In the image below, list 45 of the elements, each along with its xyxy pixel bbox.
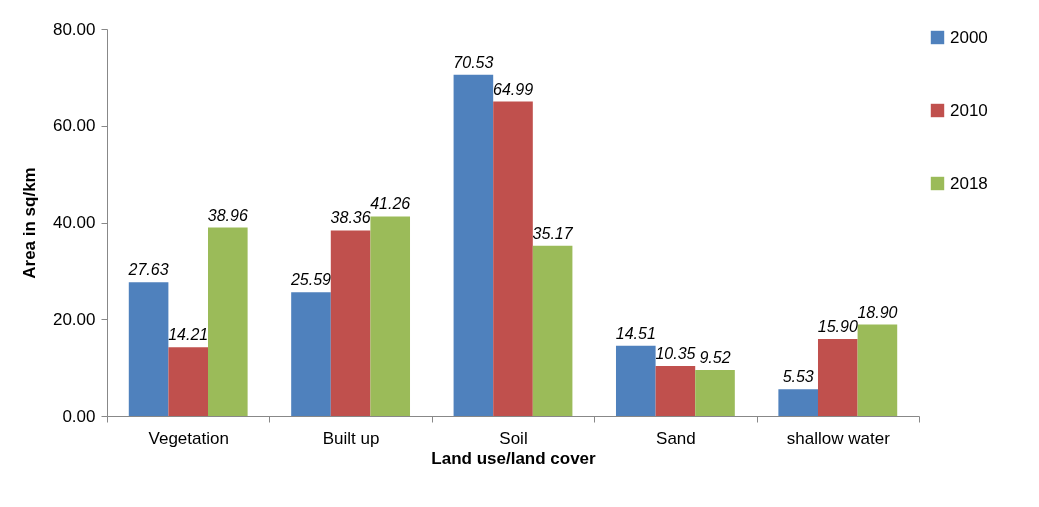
- bar: [857, 324, 898, 416]
- data-label: 70.53: [453, 53, 494, 71]
- data-label: 64.99: [492, 80, 534, 98]
- bar: [330, 230, 371, 416]
- x-tick-label: Vegetation: [148, 428, 229, 448]
- bar: [778, 389, 818, 416]
- bar: [168, 347, 208, 416]
- data-label: 25.59: [289, 271, 332, 289]
- data-label: 18.90: [857, 303, 898, 321]
- legend-label: 2010: [950, 100, 988, 120]
- data-label: 38.36: [330, 209, 371, 227]
- bar: [818, 339, 858, 416]
- x-tick-label: Built up: [322, 428, 380, 448]
- bar: [128, 282, 169, 416]
- y-tick-label: 20.00: [52, 309, 96, 329]
- data-label: 15.90: [817, 318, 858, 336]
- data-label: 38.96: [207, 206, 248, 224]
- data-label: 41.26: [370, 195, 411, 213]
- data-label: 10.35: [655, 344, 696, 362]
- y-tick-label: 0.00: [62, 406, 96, 426]
- data-label: 9.52: [699, 348, 731, 366]
- y-tick-label: 40.00: [52, 213, 96, 232]
- y-axis-title: Area in sq/km: [19, 167, 39, 279]
- data-label: 14.51: [615, 324, 656, 342]
- bar: [655, 365, 696, 416]
- x-tick-label: Sand: [656, 428, 696, 448]
- bar: [208, 227, 248, 416]
- bar: [370, 216, 411, 416]
- data-label: 35.17: [532, 224, 574, 242]
- bar: [453, 74, 494, 416]
- x-tick-label: Soil: [499, 428, 528, 448]
- bar: [615, 345, 656, 416]
- x-axis-title: Land use/land cover: [431, 448, 597, 468]
- x-tick-label: shallow water: [786, 428, 891, 448]
- legend-label: 2018: [950, 173, 988, 193]
- bar: [532, 245, 573, 416]
- data-label: 14.21: [168, 326, 209, 344]
- y-tick-label: 80.00: [52, 19, 96, 39]
- data-label: 27.63: [127, 261, 169, 279]
- bar: [291, 292, 331, 416]
- data-label: 5.53: [782, 368, 814, 386]
- bar: [695, 369, 735, 416]
- legend-label: 2000: [950, 27, 988, 47]
- bar: [493, 101, 533, 416]
- y-tick-label: 60.00: [52, 116, 96, 136]
